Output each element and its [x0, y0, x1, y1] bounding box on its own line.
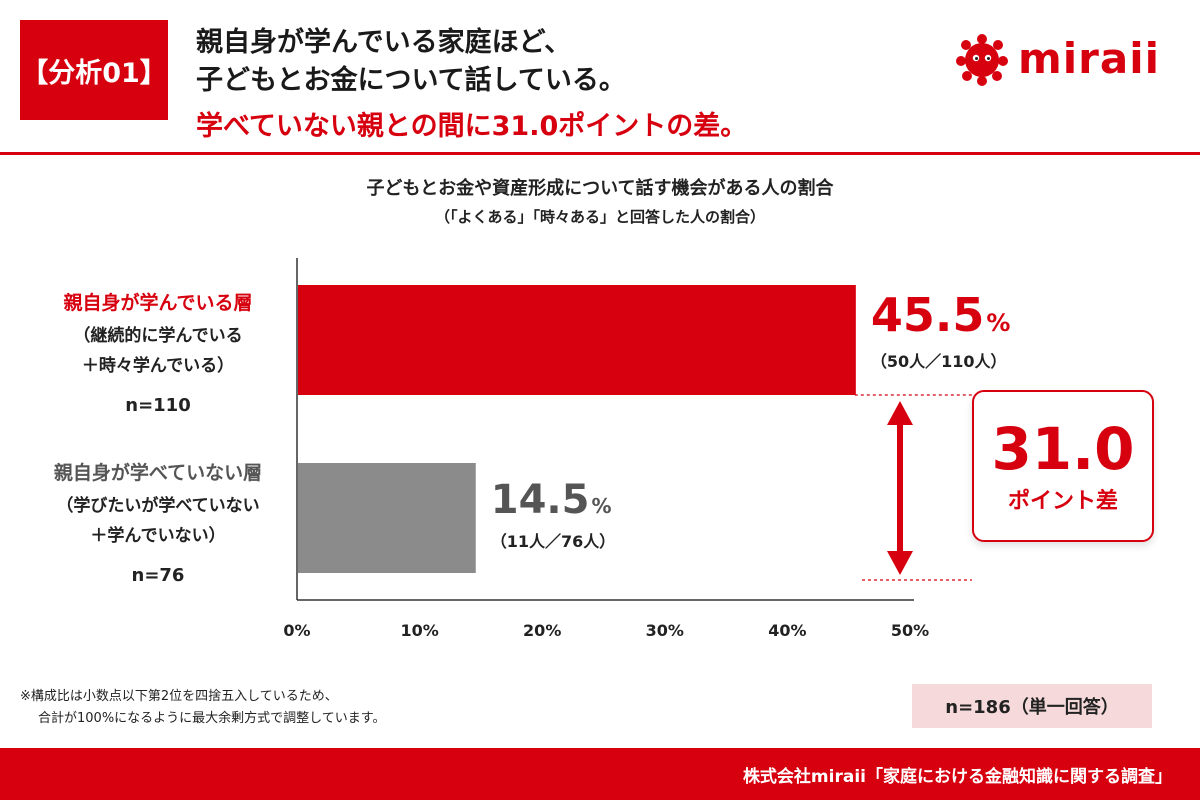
category-subtitle-line-1: （継続的に学んでいる: [73, 326, 243, 346]
difference-callout: 31.0 ポイント差: [972, 390, 1154, 542]
category-title: 親自身が学べていない層: [53, 462, 263, 484]
difference-label: ポイント差: [1007, 489, 1118, 514]
difference-arrow-head-up: [887, 401, 913, 425]
bar-value-label: 45.5%: [871, 288, 1011, 342]
bar: [298, 463, 476, 573]
difference-arrow-head-down: [887, 551, 913, 575]
category-subtitle-line-1: （学びたいが学べていない: [56, 496, 260, 516]
bar-count-label: （50人／110人）: [871, 352, 1007, 371]
chart-title: 子どもとお金や資産形成について話す機会がある人の割合: [366, 178, 834, 199]
analysis-tag: 【分析01】: [20, 20, 168, 120]
header-divider: [0, 152, 1200, 155]
headline-line-3: 学べていない親との間に31.0ポイントの差。: [196, 111, 748, 142]
footnote-line-1: ※構成比は小数点以下第2位を四捨五入しているため、: [20, 689, 338, 704]
x-tick-label: 10%: [400, 621, 438, 640]
category-sample-size: n=110: [125, 395, 191, 416]
category-sample-size: n=76: [131, 565, 185, 586]
sample-size-badge: n=186（単一回答）: [912, 684, 1152, 728]
difference-value: 31.0: [991, 415, 1135, 483]
x-tick-label: 30%: [646, 621, 684, 640]
category-label-learning: 親自身が学んでいる層 （継続的に学んでいる ＋時々学んでいる） n=110: [18, 288, 298, 416]
bar-value-unit: %: [591, 494, 611, 518]
footer-source: 株式会社miraii「家庭における金融知識に関する調査」: [0, 748, 1200, 800]
red-blob-mascot-icon: [956, 34, 1008, 86]
headline-line-2: 子どもとお金について話している。: [196, 65, 626, 96]
headline-line-1: 親自身が学んでいる家庭ほど、: [196, 27, 572, 58]
bar-value-label: 14.5%: [491, 477, 612, 523]
x-tick-label: 40%: [768, 621, 806, 640]
chart-subtitle: （「よくある」「時々ある」と回答した人の割合）: [434, 208, 765, 226]
bar: [298, 285, 856, 395]
bar-value-unit: %: [986, 309, 1010, 337]
category-subtitle-line-2: ＋時々学んでいる）: [81, 356, 235, 376]
category-subtitle-line-2: ＋学んでいない）: [90, 526, 226, 546]
category-title: 親自身が学んでいる層: [63, 292, 253, 314]
x-tick-label: 20%: [523, 621, 561, 640]
brand-logo: miraii: [954, 30, 1174, 86]
x-tick-label: 50%: [891, 621, 929, 640]
footnote-line-2: 合計が100%になるように最大余剰方式で調整しています。: [38, 711, 386, 726]
x-tick-label: 0%: [283, 621, 310, 640]
category-label-not-learning: 親自身が学べていない層 （学びたいが学べていない ＋学んでいない） n=76: [18, 458, 298, 586]
logo-wordmark: miraii: [1018, 33, 1161, 83]
bar-count-label: （11人／76人）: [491, 532, 616, 551]
footnote: ※構成比は小数点以下第2位を四捨五入しているため、 合計が100%になるように最…: [20, 686, 385, 730]
